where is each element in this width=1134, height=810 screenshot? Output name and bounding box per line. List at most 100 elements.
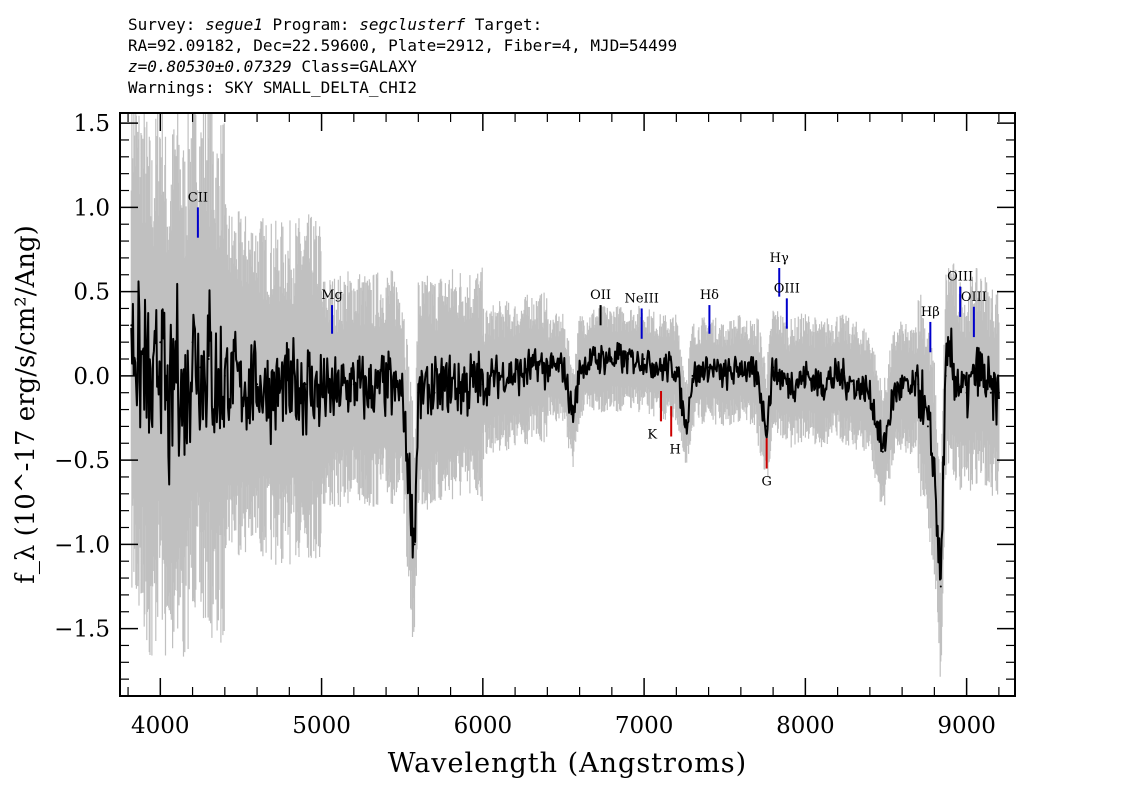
line-marker-label: Hδ <box>700 288 719 303</box>
flux-data-point <box>143 366 146 369</box>
flux-data-point <box>901 383 904 386</box>
flux-data-point <box>944 374 947 377</box>
flux-data-point <box>481 383 484 386</box>
flux-series-line <box>130 280 1000 581</box>
y-axis-label-text: f_λ (10^-17 erg/s/cm²/Ang) <box>11 225 41 584</box>
survey-label: Survey: <box>128 15 206 34</box>
y-tick-label: 1.5 <box>73 111 110 137</box>
flux-data-point <box>973 374 976 377</box>
flux-data-point <box>772 366 775 369</box>
program-value: segclusterf <box>359 15 466 34</box>
y-tick-label: −1.0 <box>54 532 110 558</box>
survey-value: segue1 <box>205 15 263 34</box>
flux-data-point <box>199 366 202 369</box>
flux-data-point <box>413 543 416 546</box>
flux-data-point <box>780 374 783 377</box>
flux-data-point <box>685 425 687 428</box>
flux-data-point <box>223 374 226 377</box>
flux-data-point <box>572 417 575 419</box>
flux-data-point <box>401 391 404 394</box>
y-tick-label: −1.5 <box>54 617 110 643</box>
axis-ticks: 4000 5000 6000 7000 8000 9000 1.5 1.0 0.5 0.0 −0.5… <box>54 111 1015 739</box>
flux-data-point <box>369 391 371 394</box>
flux-data-point <box>433 391 436 394</box>
x-tick-label: 5000 <box>292 713 351 739</box>
flux-data-point <box>836 374 839 377</box>
flux-data-point <box>159 341 162 344</box>
flux-data-point <box>320 391 323 394</box>
flux-data-point <box>385 383 388 386</box>
header-line-4: Warnings: SKY SMALL_DELTA_CHI2 <box>128 78 417 97</box>
flux-data-point <box>917 383 920 386</box>
line-marker-label: OII <box>590 288 611 303</box>
flux-data-point <box>136 358 139 360</box>
y-tick-label: −0.5 <box>54 448 110 474</box>
header-line-3: z=0.80530±0.07329 Class=GALAXY <box>128 56 677 77</box>
flux-data-point <box>852 383 855 386</box>
flux-data-point <box>417 391 420 394</box>
flux-data-point <box>449 383 452 386</box>
flux-data-point <box>659 366 662 369</box>
x-tick-label: 6000 <box>454 713 513 739</box>
target-label: Target: <box>465 15 543 34</box>
x-axis-label: Wavelength (Angstroms) <box>388 748 747 779</box>
flux-data-point <box>909 391 912 394</box>
line-marker-label: G <box>761 475 771 490</box>
flux-data-point <box>562 366 565 369</box>
flux-data-point <box>765 425 768 428</box>
line-marker-label: CII <box>188 190 208 205</box>
line-marker-label: NeIII <box>624 291 658 306</box>
line-marker-label: OIII <box>961 290 987 305</box>
y-tick-label: 0.0 <box>73 364 110 390</box>
y-axis-label: f_λ (10^-17 erg/s/cm²/Ang) <box>11 225 41 584</box>
flux-data-point <box>739 366 742 369</box>
flux-data-point <box>804 374 807 377</box>
flux-data-point <box>881 450 884 453</box>
flux-data-point <box>788 383 791 386</box>
flux-data-point <box>207 358 210 360</box>
flux-data-point <box>465 383 468 386</box>
flux-data-point <box>957 383 960 386</box>
line-marker-label: OIII <box>947 270 973 285</box>
plot-frame <box>119 112 1016 697</box>
flux-data-point <box>723 374 726 377</box>
flux-data-point <box>578 366 581 369</box>
y-tick-label: 1.0 <box>73 195 110 221</box>
flux-data-point <box>546 366 549 369</box>
flux-data-point <box>352 383 355 386</box>
flux-data-point <box>594 358 597 360</box>
flux-data-point <box>130 324 133 327</box>
flux-data-point <box>989 391 992 394</box>
flux-data-point <box>175 358 178 360</box>
flux-data-point <box>256 383 259 386</box>
line-marker-label: Hβ <box>921 305 940 320</box>
flux-data-point <box>514 374 517 377</box>
x-tick-label: 7000 <box>615 713 674 739</box>
flux-data-point <box>997 391 1000 394</box>
program-label: Program: <box>262 15 360 34</box>
flux-data-point <box>933 467 936 470</box>
flux-data-point <box>926 425 929 428</box>
flux-data-point <box>756 374 758 377</box>
line-marker-label: Mg <box>321 288 343 303</box>
flux-data-point <box>643 358 646 360</box>
flux-data-point <box>336 391 339 394</box>
redshift-value: z=0.80530±0.07329 <box>128 57 292 76</box>
line-marker-label: H <box>670 443 681 458</box>
flux-data-point <box>949 358 952 360</box>
flux-data-point <box>981 374 984 377</box>
flux-data-point <box>627 358 629 360</box>
flux-data-point <box>610 358 613 360</box>
header-line-1: Survey: segue1 Program: segclusterf Targ… <box>128 14 677 35</box>
flux-data-point <box>304 383 307 386</box>
flux-data-point <box>215 391 218 394</box>
flux-data-point <box>893 391 896 394</box>
flux-data-point <box>272 391 275 394</box>
flux-data-point <box>498 374 500 377</box>
flux-data-point <box>151 408 154 411</box>
flux-data-point <box>939 585 942 588</box>
flux-data-point <box>707 366 710 369</box>
line-marker-label: Hγ <box>770 251 789 266</box>
class-value: Class=GALAXY <box>291 57 417 76</box>
